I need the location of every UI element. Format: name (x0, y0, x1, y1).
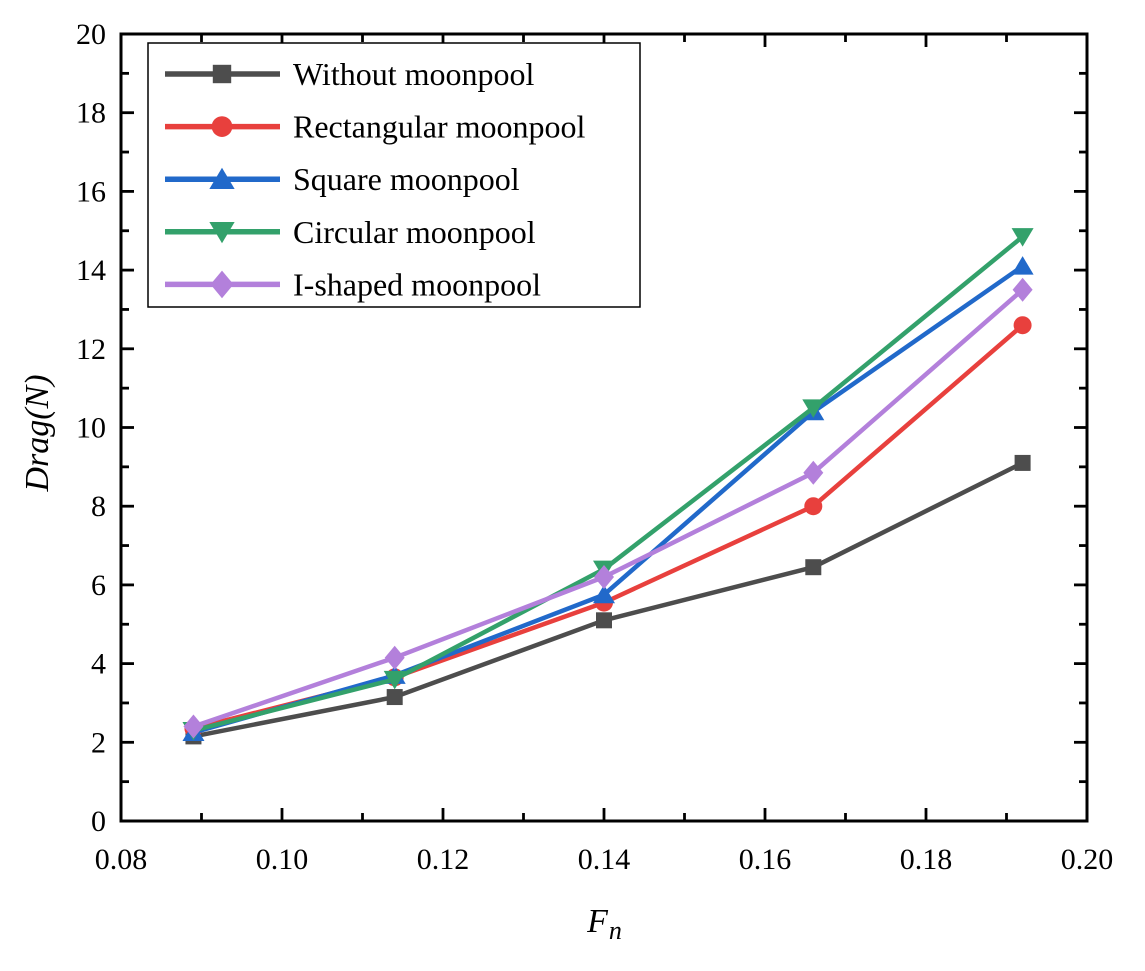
x-axis-title: Fn (587, 903, 622, 945)
y-tick-label: 14 (76, 254, 106, 287)
series-line-circular-moonpool (192, 234, 1025, 733)
series-marker-rectangular-moonpool (1013, 316, 1032, 335)
x-tick-label: 0.20 (1061, 843, 1114, 876)
x-tick-label: 0.18 (900, 843, 953, 876)
series-marker-circular-moonpool (1011, 228, 1034, 247)
x-tick-label: 0.12 (417, 843, 470, 876)
series-marker-circular-moonpool (383, 670, 406, 690)
y-tick-label: 4 (91, 648, 106, 681)
x-axis-title-symbol: F (587, 903, 608, 940)
legend-marker-circle (211, 116, 233, 137)
legend-marker-triangle-down (209, 222, 235, 244)
y-tick-label: 0 (91, 805, 106, 838)
legend-label-square-moonpool: Square moonpool (293, 161, 520, 197)
y-tick-label: 20 (76, 18, 106, 51)
series-marker-i-shaped-moonpool (803, 460, 824, 485)
x-tick-label: 0.10 (256, 843, 309, 876)
legend-marker-square (212, 64, 232, 84)
series-marker-without-moonpool (805, 559, 822, 576)
legend-label-circular-moonpool: Circular moonpool (293, 214, 536, 250)
series-marker-square-moonpool (1011, 256, 1034, 275)
series-marker-circular-moonpool (802, 399, 825, 418)
legend-label-i-shaped-moonpool: I-shaped moonpool (293, 266, 541, 302)
x-tick-label: 0.14 (578, 843, 631, 876)
y-tick-label: 2 (91, 726, 106, 759)
x-tick-label: 0.16 (739, 843, 792, 876)
x-tick-label: 0.08 (95, 843, 148, 876)
legend-entry-square-moonpool: Square moonpool (165, 161, 520, 197)
legend-marker-triangle-up (209, 167, 235, 189)
series-marker-i-shaped-moonpool (1012, 277, 1033, 302)
series-marker-rectangular-moonpool (804, 497, 823, 516)
series-marker-i-shaped-moonpool (384, 645, 405, 670)
series-marker-without-moonpool (596, 612, 612, 629)
y-tick-label: 18 (76, 97, 106, 130)
y-tick-label: 10 (76, 412, 106, 445)
legend-label-rectangular-moonpool: Rectangular moonpool (293, 109, 585, 145)
series-marker-i-shaped-moonpool (183, 714, 204, 739)
legend-marker-diamond (210, 270, 234, 299)
legend-entry-i-shaped-moonpool: I-shaped moonpool (165, 266, 541, 302)
y-tick-label: 16 (76, 175, 106, 208)
series-marker-square-moonpool (593, 584, 615, 604)
series-marker-without-moonpool (386, 689, 403, 706)
legend-box (147, 42, 641, 308)
x-axis-title-subscript: n (608, 916, 622, 945)
y-tick-label: 8 (91, 490, 106, 523)
legend-label-without-moonpool: Without moonpool (293, 56, 534, 92)
legend-entry-without-moonpool: Without moonpool (165, 56, 534, 92)
series-marker-without-moonpool (1014, 454, 1031, 471)
series-marker-i-shaped-moonpool (594, 565, 614, 590)
y-tick-label: 6 (91, 569, 106, 602)
y-axis-title: Drag(N) (19, 374, 56, 492)
y-tick-label: 12 (76, 333, 106, 366)
